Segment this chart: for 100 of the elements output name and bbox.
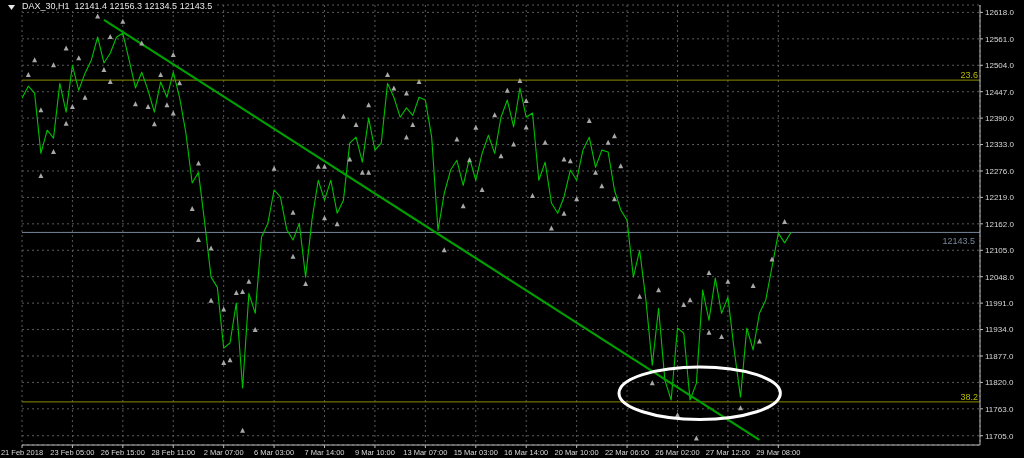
point: [385, 72, 391, 78]
point: [750, 282, 756, 288]
point: [782, 218, 788, 224]
y-tick-label: 12219.0: [985, 193, 1015, 203]
point: [530, 193, 536, 199]
point: [593, 169, 599, 175]
y-tick-label: 12333.0: [985, 140, 1015, 150]
point: [38, 173, 44, 179]
point: [158, 72, 164, 78]
point: [189, 206, 195, 211]
y-tick-label: 12618.0: [985, 8, 1015, 18]
point: [315, 163, 321, 169]
point: [95, 13, 101, 19]
point: [208, 297, 214, 303]
y-tick-label: 12390.0: [985, 113, 1015, 123]
point: [416, 78, 422, 84]
point: [221, 306, 227, 312]
point: [290, 209, 296, 215]
point: [322, 163, 328, 169]
point: [504, 87, 510, 93]
point: [82, 94, 88, 100]
point: [511, 141, 517, 147]
point: [69, 104, 75, 109]
point: [240, 427, 246, 433]
point: [164, 102, 170, 108]
point: [32, 57, 38, 63]
y-tick-label: 11820.0: [985, 378, 1014, 388]
y-tick-label: 11877.0: [985, 351, 1014, 361]
y-tick-label: 11763.0: [985, 404, 1014, 414]
point: [517, 78, 523, 84]
point: [738, 405, 743, 411]
point: [107, 33, 113, 39]
point: [561, 210, 567, 216]
annotation: 23.6: [960, 70, 978, 81]
point: [25, 72, 31, 78]
point: [725, 278, 731, 284]
y-tick-label: 11934.0: [985, 325, 1014, 335]
ref-line-label: 12143.5: [942, 235, 975, 246]
point: [290, 253, 296, 259]
point: [63, 45, 69, 51]
point: [359, 169, 365, 175]
point: [340, 113, 346, 119]
point: [498, 153, 504, 159]
y-tick-label: 12276.0: [985, 166, 1015, 176]
point: [706, 269, 712, 275]
y-tick-label: 11705.0: [985, 431, 1014, 441]
y-tick-label: 12048.0: [985, 272, 1015, 282]
point: [366, 169, 372, 175]
point: [132, 101, 138, 107]
point: [756, 338, 762, 344]
point: [227, 357, 233, 363]
point: [586, 117, 592, 123]
point: [403, 90, 409, 96]
point: [479, 186, 485, 192]
y-tick-label: 11991.0: [985, 298, 1014, 308]
point: [322, 215, 328, 221]
point: [523, 97, 529, 103]
point: [51, 62, 57, 68]
point: [561, 156, 567, 162]
point: [542, 139, 548, 145]
line-series: [22, 32, 792, 401]
point: [221, 359, 227, 365]
point: [687, 297, 693, 303]
point: [366, 102, 372, 108]
point: [706, 329, 712, 335]
point: [656, 287, 662, 293]
point: [637, 293, 643, 299]
point: [145, 104, 151, 109]
chart-title: DAX_30,H1 12141.4 12156.3 12134.5 12143.5: [20, 1, 215, 11]
point: [674, 412, 680, 418]
point: [151, 121, 157, 127]
point: [195, 160, 201, 166]
point: [303, 281, 309, 287]
annotation: 38.2: [960, 391, 978, 402]
point: [107, 78, 113, 84]
point: [51, 148, 57, 154]
point: [611, 133, 617, 139]
point: [63, 120, 69, 126]
point: [252, 327, 258, 333]
y-tick-label: 12105.0: [985, 246, 1015, 256]
point: [403, 134, 409, 140]
point: [353, 122, 359, 128]
point: [101, 66, 107, 72]
point: [769, 256, 775, 262]
point: [693, 435, 699, 441]
point: [38, 107, 44, 113]
point: [120, 18, 126, 24]
point: [240, 289, 246, 294]
point: [466, 157, 472, 163]
y-tick-label: 12162.0: [985, 219, 1015, 229]
y-tick-label: 12447.0: [985, 87, 1015, 97]
point: [271, 165, 277, 171]
point: [246, 278, 252, 284]
point: [719, 333, 725, 339]
point: [233, 289, 239, 295]
y-tick-label: 12504.0: [985, 61, 1015, 71]
point: [605, 139, 611, 145]
point: [177, 80, 183, 86]
y-tick-label: 12561.0: [985, 34, 1015, 44]
point: [473, 124, 479, 130]
